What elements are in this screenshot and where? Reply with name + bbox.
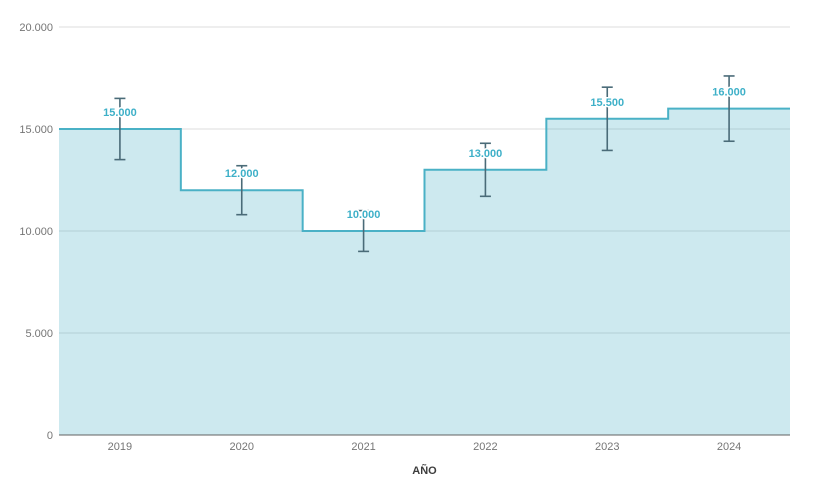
data-label: 15.000 <box>103 107 137 119</box>
x-tick-label: 2020 <box>230 441 254 453</box>
x-axis-title: AÑO <box>412 464 437 477</box>
data-label: 10.000 <box>347 209 381 221</box>
y-tick-label: 10.000 <box>19 226 53 238</box>
error-bar <box>479 142 491 198</box>
y-tick-label: 20.000 <box>19 22 53 34</box>
error-bar <box>114 97 126 161</box>
y-tick-label: 0 <box>47 430 53 442</box>
x-tick-label: 2019 <box>108 441 132 453</box>
error-bar <box>723 75 735 143</box>
data-label: 13.000 <box>469 148 503 160</box>
error-bar <box>358 209 370 253</box>
data-label: 12.000 <box>225 168 259 180</box>
y-tick-label: 5.000 <box>25 328 53 340</box>
error-bar <box>236 164 248 216</box>
x-tick-label: 2022 <box>473 441 497 453</box>
x-tick-label: 2021 <box>351 441 375 453</box>
error-bar <box>601 86 613 152</box>
area-series-line[interactable] <box>59 107 790 232</box>
x-tick-label: 2024 <box>717 441 741 453</box>
x-tick-label: 2023 <box>595 441 619 453</box>
y-tick-label: 15.000 <box>19 124 53 136</box>
data-label: 15.500 <box>590 97 624 109</box>
data-label: 16.000 <box>712 87 746 99</box>
